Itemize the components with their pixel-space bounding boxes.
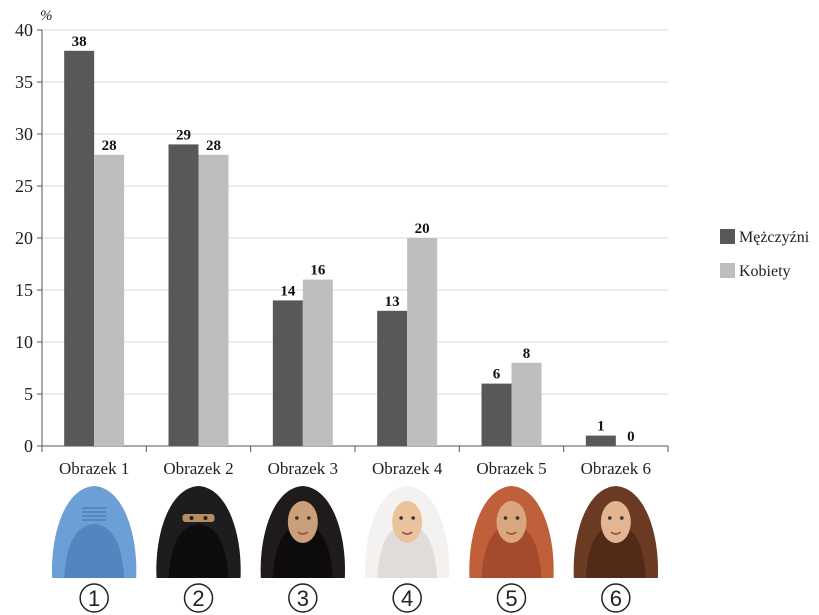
garment-shade [585,524,646,578]
data-label: 28 [206,138,221,154]
y-tick-label: 25 [15,176,33,196]
portrait-images: 1 2 3 4 5 6 [51,486,659,613]
y-tick-label: 35 [15,72,33,92]
eye [295,516,299,520]
x-category-label: Obrazek 6 [581,459,651,478]
legend-label: Mężczyźni [739,229,810,246]
garment-shade [481,524,542,578]
number-circle [601,583,631,613]
number-circle [392,583,422,613]
data-label: 16 [310,263,326,279]
image-number: 1 [88,586,100,611]
y-tick-label: 40 [15,20,33,40]
face [287,501,318,543]
legend: Mężczyźni Kobiety [720,229,810,280]
bar [64,50,95,447]
bar [198,154,229,447]
eye [411,516,415,520]
mouth [297,531,309,535]
y-tick-label: 15 [15,280,33,300]
image-number: 5 [505,586,517,611]
gridlines [42,29,668,395]
garment-shade [168,524,229,578]
mouth [610,531,622,535]
face [496,501,527,543]
x-category-label: Obrazek 1 [59,459,129,478]
bar [481,383,512,446]
y-tick-label: 30 [15,124,33,144]
y-axis-unit-label: % [40,8,53,24]
x-category-labels: Obrazek 1 Obrazek 2 Obrazek 3 Obrazek 4 Obra… [59,459,651,478]
data-label: 1 [597,419,605,435]
image-number: 4 [401,586,413,611]
burqa-portrait-icon: 1 [51,486,137,613]
bar [272,300,303,446]
eye [503,516,508,520]
number-circle [183,583,214,613]
bar [94,154,125,447]
eye [399,516,403,520]
eye [189,516,194,520]
data-label: 38 [72,34,87,50]
chador-portrait-icon: 3 [260,486,346,613]
garment-shade [272,524,333,578]
image-number: 2 [192,586,204,611]
hijab-portrait-icon: 4 [364,486,450,613]
legend-swatch [720,229,735,244]
data-label: 13 [385,294,400,310]
x-category-label: Obrazek 2 [163,459,233,478]
eye [620,516,624,520]
image-number: 3 [297,586,309,611]
mouth [506,531,517,535]
y-tick-labels: 0 5 10 15 20 25 30 35 40 [15,20,33,456]
y-tick-label: 0 [24,436,33,456]
eye-slit [182,514,215,522]
eye [608,516,612,520]
bar [168,144,199,446]
data-label: 6 [493,367,501,383]
y-tick-label: 5 [24,384,33,404]
data-label: 0 [627,429,635,445]
bar [585,435,616,446]
y-tick-label: 10 [15,332,33,352]
axes [37,29,669,452]
bar [302,279,333,446]
eye [515,516,520,520]
legend-swatch [720,263,735,278]
image-number: 6 [610,586,622,611]
garment-shade [377,524,438,578]
mouth [401,531,413,535]
bars [64,50,616,447]
number-circle [79,583,109,613]
bar [407,238,438,446]
garment-shade [64,524,125,578]
legend-label: Kobiety [739,263,791,280]
data-label: 14 [280,283,296,299]
data-label: 20 [415,221,430,237]
x-category-label: Obrazek 4 [372,459,443,478]
data-label: 28 [102,138,117,154]
bar [377,310,408,446]
headscarf-portrait-icon: 5 [469,486,554,613]
niqab-portrait-icon: 2 [156,486,241,613]
data-label: 29 [176,127,191,143]
bar [511,362,542,446]
y-tick-label: 20 [15,228,33,248]
x-category-label: Obrazek 3 [268,459,338,478]
face [600,501,631,543]
number-circle [496,583,527,613]
x-category-label: Obrazek 5 [476,459,546,478]
eye [203,516,208,520]
number-circle [288,583,318,613]
data-label: 8 [523,346,531,362]
face [392,501,423,543]
uncovered-hair-portrait-icon: 6 [573,486,659,613]
eye [307,516,311,520]
